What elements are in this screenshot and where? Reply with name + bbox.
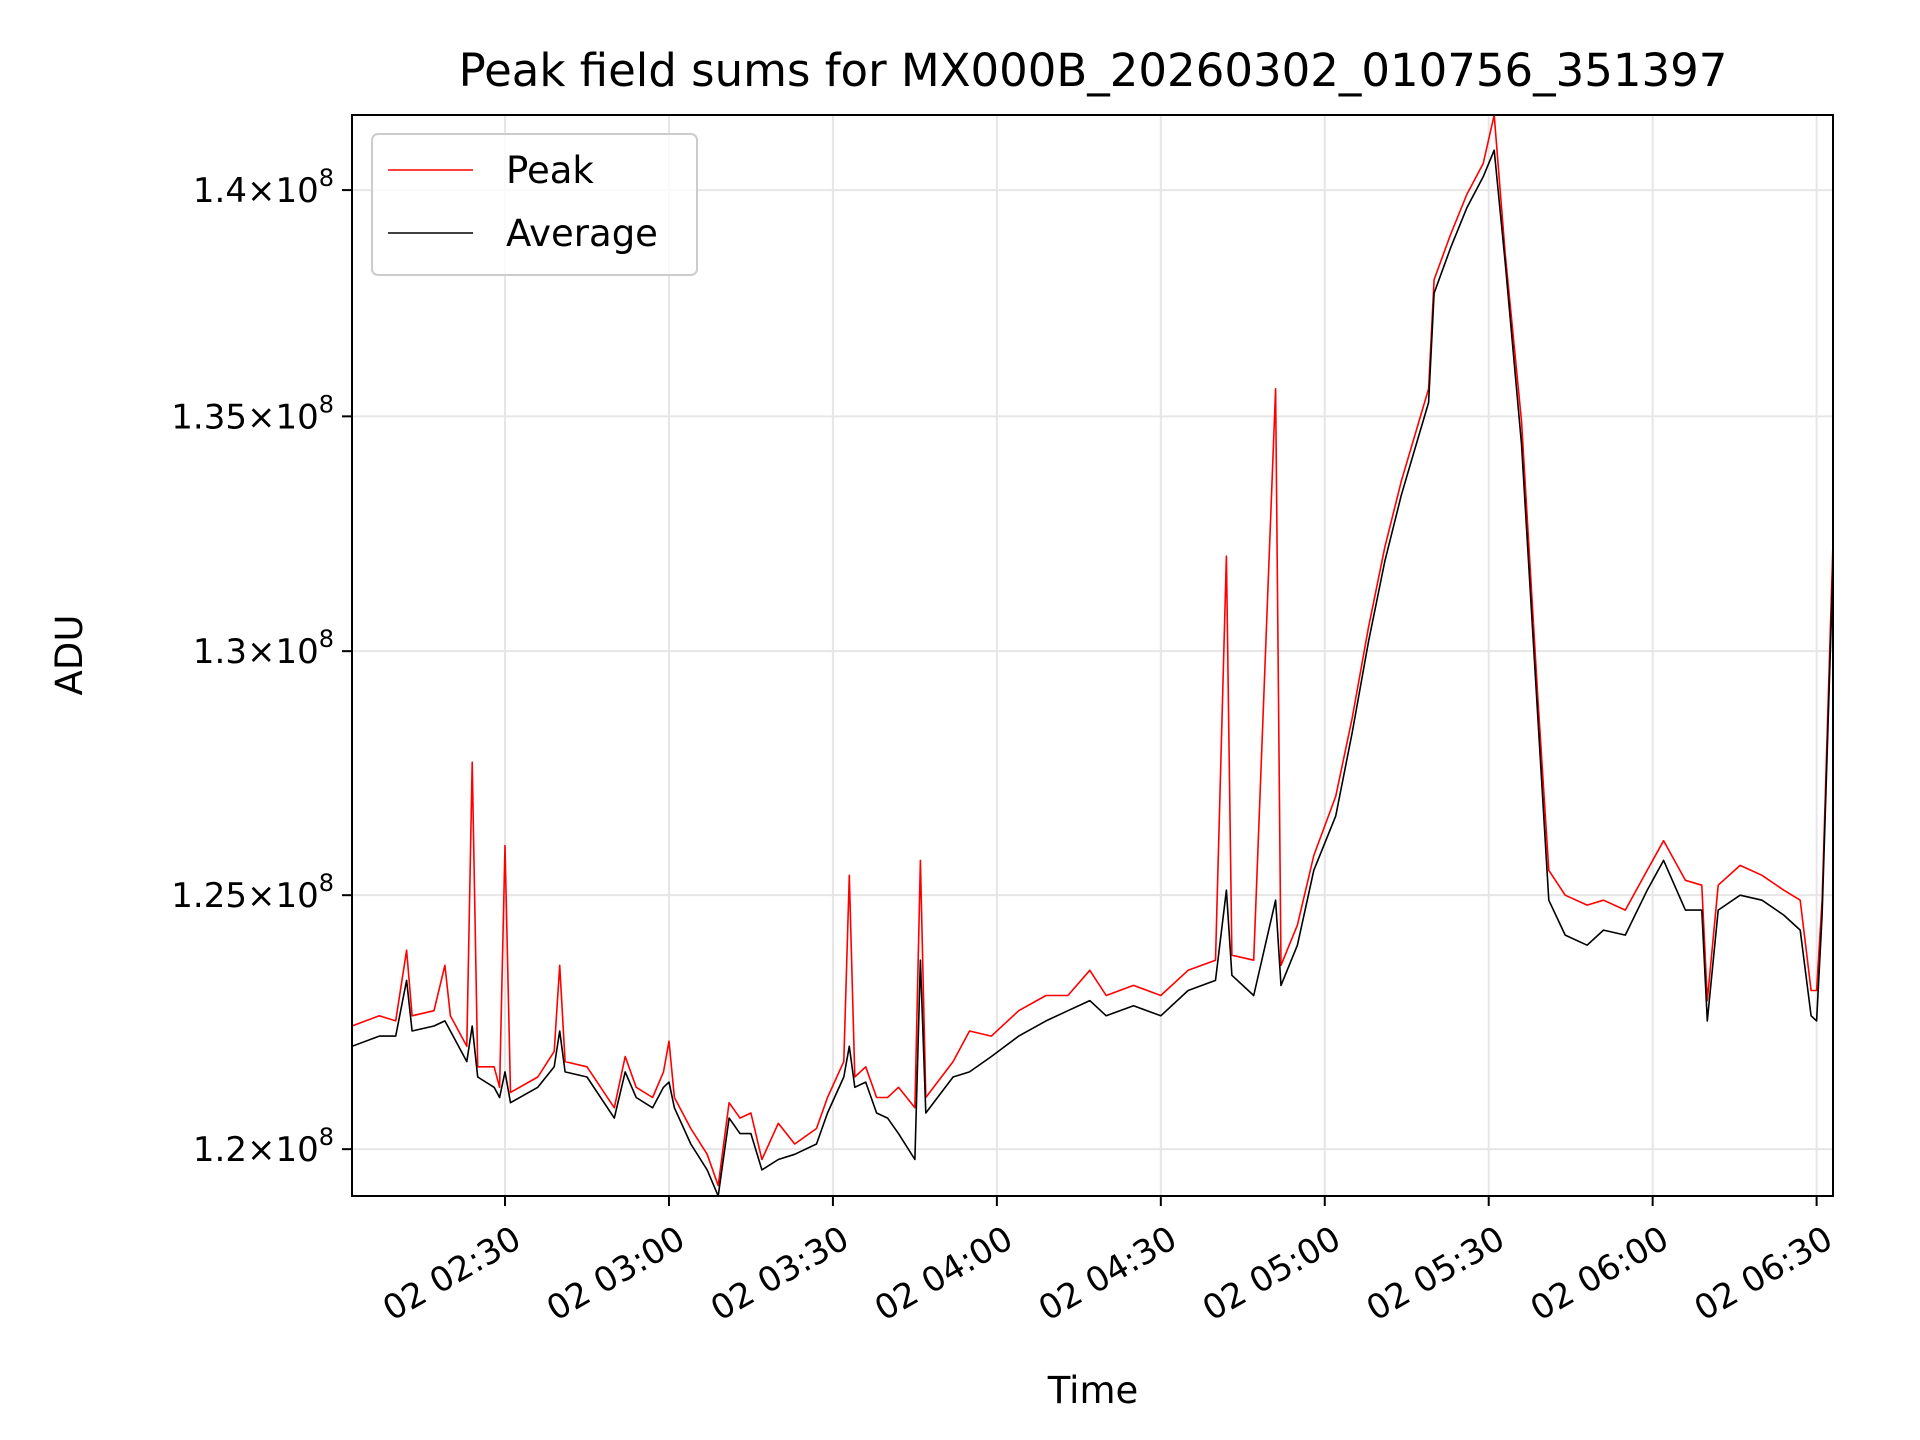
- y-tick-label: 1.3×108: [193, 625, 334, 672]
- y-axis-label: ADU: [48, 615, 91, 696]
- x-axis-label: Time: [1047, 1369, 1139, 1412]
- plot-frame: [351, 114, 1834, 1197]
- legend: Peak Average: [371, 133, 698, 276]
- y-axis: 1.2×108 1.25×108 1.3×108 1.35×108 1.4×108: [171, 164, 352, 1170]
- y-tick-label: 1.2×108: [193, 1123, 334, 1170]
- y-tick-label: 1.35×108: [171, 390, 334, 437]
- plot-series: [352, 115, 1833, 1196]
- y-tick-label: 1.25×108: [171, 869, 334, 916]
- legend-label-peak: Peak: [506, 149, 594, 192]
- grid: [352, 115, 1833, 1196]
- chart-title: Peak field sums for MX000B_20260302_0107…: [459, 44, 1728, 97]
- y-tick-label: 1.4×108: [193, 164, 334, 211]
- legend-label-average: Average: [506, 212, 658, 255]
- series-line-average: [352, 149, 1833, 1196]
- series-line-peak: [352, 115, 1833, 1187]
